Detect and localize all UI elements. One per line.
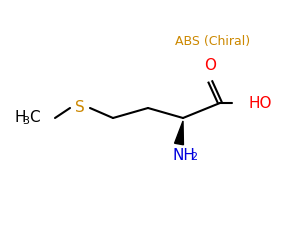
Text: 3: 3 [22,116,29,126]
Text: ABS (Chiral): ABS (Chiral) [175,35,250,48]
Text: H: H [14,111,26,126]
Polygon shape [174,121,183,145]
Text: O: O [204,58,216,73]
Text: C: C [29,111,40,126]
Text: S: S [75,101,85,116]
Text: HO: HO [248,96,271,111]
Text: NH: NH [173,148,196,163]
Text: 2: 2 [190,152,197,162]
